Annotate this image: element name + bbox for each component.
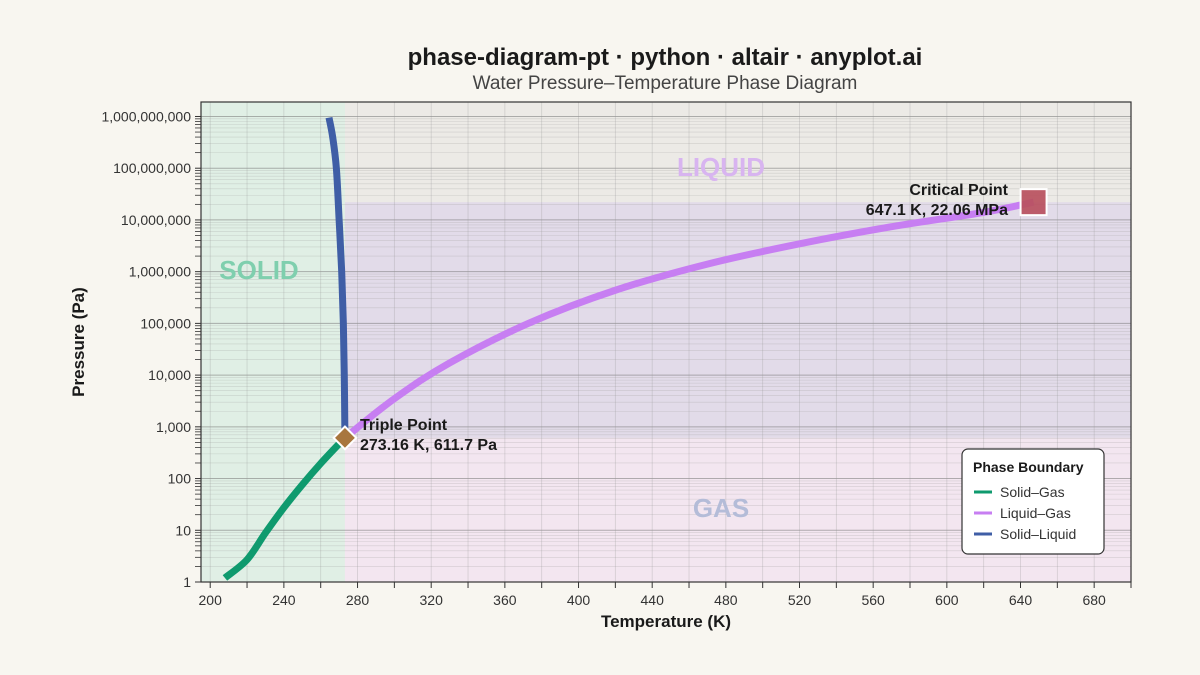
critical-point-marker: [1019, 188, 1048, 217]
series-layer: [222, 116, 1035, 581]
y-tick-label: 1,000,000: [129, 264, 191, 280]
y-tick-label: 10: [175, 522, 191, 538]
legend-label: Solid–Gas: [1000, 484, 1065, 500]
region-liquid: [344, 202, 1131, 438]
legend-title: Phase Boundary: [973, 459, 1084, 475]
chart-subtitle: Water Pressure–Temperature Phase Diagram: [473, 73, 858, 94]
triple-point-value: 273.16 K, 611.7 Pa: [360, 437, 497, 454]
y-tick-label: 100,000: [140, 315, 191, 331]
series-line-solid-gas: [222, 435, 348, 581]
y-tick-label: 100,000,000: [113, 160, 191, 176]
x-tick-label: 280: [346, 592, 370, 608]
y-tick-label: 1,000: [156, 419, 191, 435]
region-label-liquid: LIQUID: [677, 152, 765, 182]
critical-point-value: 647.1 K, 22.06 MPa: [866, 202, 1008, 219]
axis-layer: 1 10 100 1,000 10,000 100,000 1,000,000 10,000,…: [101, 101, 1132, 608]
critical-point-label: Critical Point: [909, 182, 1008, 199]
x-tick-label: 200: [199, 592, 223, 608]
legend-box: [961, 448, 1105, 555]
x-axis-title: Temperature (K): [601, 612, 731, 631]
x-tick-label: 400: [567, 592, 591, 608]
legend-label: Liquid–Gas: [1000, 505, 1071, 521]
triple-point-label: Triple Point: [360, 417, 448, 434]
x-tick-label: 640: [1009, 592, 1033, 608]
x-tick-label: 680: [1082, 592, 1106, 608]
y-tick-label: 1: [183, 574, 191, 590]
region-label-gas: GAS: [693, 493, 749, 523]
x-tick-label: 360: [493, 592, 517, 608]
x-tick-label: 480: [714, 592, 738, 608]
triple-point-marker: [332, 425, 358, 451]
region-solid: [201, 102, 345, 582]
background-layer: [201, 102, 1131, 582]
legend-label: Solid–Liquid: [1000, 526, 1076, 542]
y-tick-label: 100: [168, 471, 192, 487]
y-axis-title: Pressure (Pa): [69, 287, 88, 397]
legend: Phase Boundary Solid–GasLiquid–GasSolid–…: [961, 448, 1105, 555]
label-layer: SOLID LIQUID GAS Triple Point 273.16 K, 611.…: [219, 152, 1048, 523]
series-line-liquid-gas: [342, 198, 1035, 441]
chart-title: phase-diagram-pt · python · altair · any…: [408, 44, 923, 71]
legend-items: Solid–Gas Liquid–Gas Solid–Liquid: [974, 484, 1076, 542]
series-line-solid-liquid: [325, 116, 349, 438]
y-tick-label: 10,000,000: [121, 212, 191, 228]
x-tick-label: 600: [935, 592, 959, 608]
region-label-solid: SOLID: [219, 255, 298, 285]
y-tick-label: 10,000: [148, 367, 191, 383]
x-tick-label: 560: [861, 592, 885, 608]
x-tick-label: 440: [641, 592, 665, 608]
plot-border: [200, 101, 1132, 583]
x-tick-label: 240: [272, 592, 296, 608]
y-tick-label: 1,000,000,000: [101, 108, 191, 124]
x-tick-label: 520: [788, 592, 812, 608]
x-tick-label: 320: [420, 592, 444, 608]
